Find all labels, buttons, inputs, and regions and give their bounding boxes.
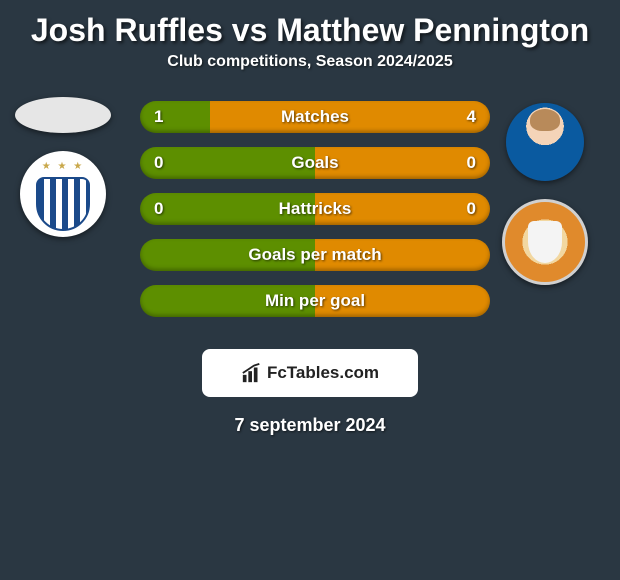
stat-left-value: 1 (154, 107, 163, 127)
stat-bar: Min per goal (140, 285, 490, 317)
stat-label: Hattricks (279, 199, 352, 219)
club-right-badge (502, 199, 588, 285)
stat-label: Goals (291, 153, 338, 173)
stat-left-value: 0 (154, 153, 163, 173)
chart-icon (241, 362, 263, 384)
stats-area: 1 Matches 4 0 Goals 0 0 Hattricks 0 Goals per mat… (0, 95, 620, 325)
stat-label: Goals per match (248, 245, 381, 265)
stat-bar: 0 Hattricks 0 (140, 193, 490, 225)
left-player-column (8, 95, 118, 237)
page-title: Josh Ruffles vs Matthew Pennington (0, 0, 620, 53)
stat-label: Min per goal (265, 291, 365, 311)
right-player-column (490, 95, 600, 285)
comparison-card: Josh Ruffles vs Matthew Pennington Club … (0, 0, 620, 436)
date-label: 7 september 2024 (0, 415, 620, 436)
player-left-avatar (15, 97, 111, 133)
stat-bar: 1 Matches 4 (140, 101, 490, 133)
stat-bar: Goals per match (140, 239, 490, 271)
stat-left-value: 0 (154, 199, 163, 219)
brand-text: FcTables.com (267, 363, 379, 383)
stat-right-value: 0 (467, 153, 476, 173)
stat-right-value: 4 (467, 107, 476, 127)
page-subtitle: Club competitions, Season 2024/2025 (0, 53, 620, 95)
club-left-badge (20, 151, 106, 237)
brand-badge: FcTables.com (202, 349, 418, 397)
stat-bar: 0 Goals 0 (140, 147, 490, 179)
stat-right-value: 0 (467, 199, 476, 219)
stat-bars: 1 Matches 4 0 Goals 0 0 Hattricks 0 Goals per mat… (140, 101, 490, 317)
player-right-avatar (506, 103, 584, 181)
stat-label: Matches (281, 107, 349, 127)
